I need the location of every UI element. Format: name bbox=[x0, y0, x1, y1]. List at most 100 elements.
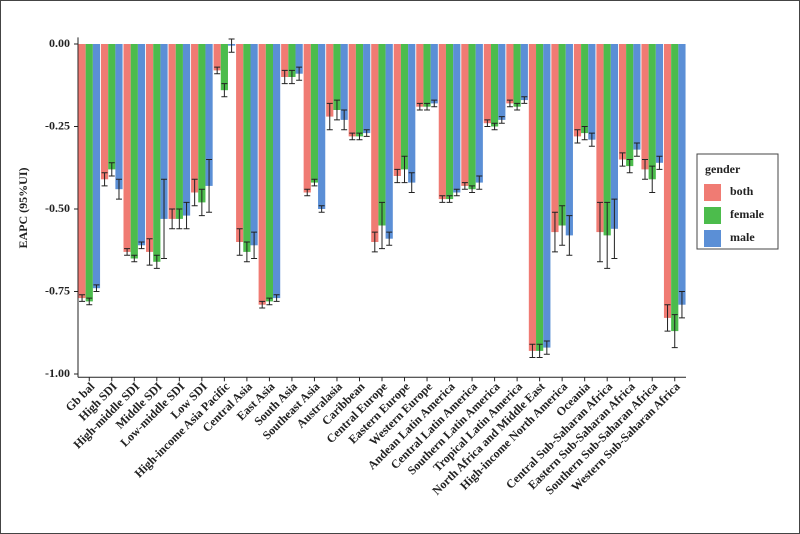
error-bar bbox=[356, 132, 363, 141]
y-tick-label: 0.00 bbox=[49, 36, 70, 50]
bar bbox=[536, 44, 544, 351]
bar bbox=[393, 44, 401, 176]
bar bbox=[146, 44, 154, 252]
y-axis-label: EAPC (95%UI) bbox=[16, 168, 30, 249]
bar bbox=[123, 44, 131, 252]
bar bbox=[326, 44, 334, 117]
error-bar bbox=[604, 201, 611, 269]
bar bbox=[115, 44, 123, 190]
error-bar bbox=[363, 129, 370, 137]
error-bar bbox=[326, 102, 333, 131]
bar bbox=[243, 44, 251, 252]
bar bbox=[92, 44, 101, 289]
bar bbox=[258, 44, 266, 305]
error-bar bbox=[596, 201, 603, 263]
error-bar bbox=[296, 66, 303, 81]
error-bar bbox=[671, 314, 678, 349]
bar bbox=[378, 44, 386, 226]
error-bar bbox=[566, 215, 573, 256]
error-bar bbox=[484, 119, 491, 127]
error-bar bbox=[266, 297, 273, 306]
error-bar bbox=[228, 38, 235, 53]
bar bbox=[355, 44, 364, 137]
error-bar bbox=[401, 155, 408, 184]
bar bbox=[160, 44, 168, 219]
error-bar bbox=[551, 211, 558, 253]
error-bar bbox=[581, 126, 588, 141]
bar bbox=[671, 44, 679, 332]
bar bbox=[483, 44, 491, 124]
bar bbox=[498, 44, 506, 120]
error-bar bbox=[131, 254, 138, 263]
y-tick-label: -1.00 bbox=[45, 366, 70, 380]
error-bar bbox=[416, 102, 423, 111]
error-bar bbox=[588, 132, 595, 147]
bar bbox=[333, 44, 341, 110]
error-bar bbox=[304, 188, 311, 197]
error-bar bbox=[79, 294, 86, 302]
bar bbox=[85, 44, 93, 302]
bar bbox=[273, 44, 281, 299]
legend-swatch bbox=[704, 230, 721, 247]
error-bar bbox=[311, 178, 318, 187]
error-bar bbox=[574, 129, 581, 144]
y-tick-label: -0.75 bbox=[45, 283, 70, 297]
legend-label: both bbox=[730, 184, 754, 198]
bar bbox=[528, 44, 537, 351]
bar bbox=[475, 44, 483, 183]
error-bar bbox=[288, 69, 295, 85]
error-bar bbox=[333, 99, 340, 121]
error-bar bbox=[214, 66, 221, 75]
bar bbox=[551, 44, 559, 233]
error-bar bbox=[281, 69, 288, 85]
bar bbox=[565, 44, 573, 236]
error-bar bbox=[259, 300, 266, 309]
bar bbox=[288, 44, 296, 77]
error-bar bbox=[206, 159, 213, 213]
bar bbox=[423, 44, 431, 107]
error-bar bbox=[633, 142, 640, 157]
error-bar bbox=[453, 188, 460, 197]
bar bbox=[430, 44, 438, 104]
bar bbox=[655, 44, 664, 163]
error-bar bbox=[183, 201, 190, 230]
bar bbox=[445, 44, 454, 200]
bar bbox=[175, 44, 183, 219]
bar bbox=[520, 44, 528, 101]
bar bbox=[130, 44, 138, 259]
bar bbox=[265, 44, 274, 302]
bar bbox=[295, 44, 303, 74]
error-bar bbox=[146, 238, 153, 266]
bar bbox=[626, 44, 634, 167]
error-bar bbox=[115, 178, 122, 200]
error-bar bbox=[341, 109, 348, 131]
bar bbox=[303, 44, 311, 193]
legend-swatch bbox=[704, 184, 721, 201]
bar bbox=[438, 44, 446, 200]
error-bar bbox=[664, 304, 671, 332]
bar bbox=[461, 44, 469, 186]
bar bbox=[400, 44, 409, 170]
error-bar bbox=[543, 340, 550, 355]
error-bar bbox=[476, 175, 483, 190]
error-bar bbox=[431, 99, 438, 108]
error-bar bbox=[93, 284, 100, 292]
bar bbox=[581, 44, 589, 134]
error-bar bbox=[439, 195, 446, 203]
error-bar bbox=[161, 178, 168, 259]
error-bar bbox=[101, 172, 108, 187]
bar bbox=[490, 44, 499, 127]
bar bbox=[153, 44, 161, 262]
error-bar bbox=[349, 132, 356, 141]
bar bbox=[236, 44, 244, 242]
error-bar bbox=[506, 99, 513, 108]
bar bbox=[468, 44, 476, 190]
bar bbox=[310, 44, 319, 183]
error-bar bbox=[498, 116, 505, 124]
error-bar bbox=[446, 195, 453, 203]
error-bar bbox=[642, 159, 649, 180]
bar bbox=[198, 44, 206, 203]
bar bbox=[100, 44, 109, 180]
bar bbox=[416, 44, 424, 107]
error-bar bbox=[678, 291, 685, 319]
